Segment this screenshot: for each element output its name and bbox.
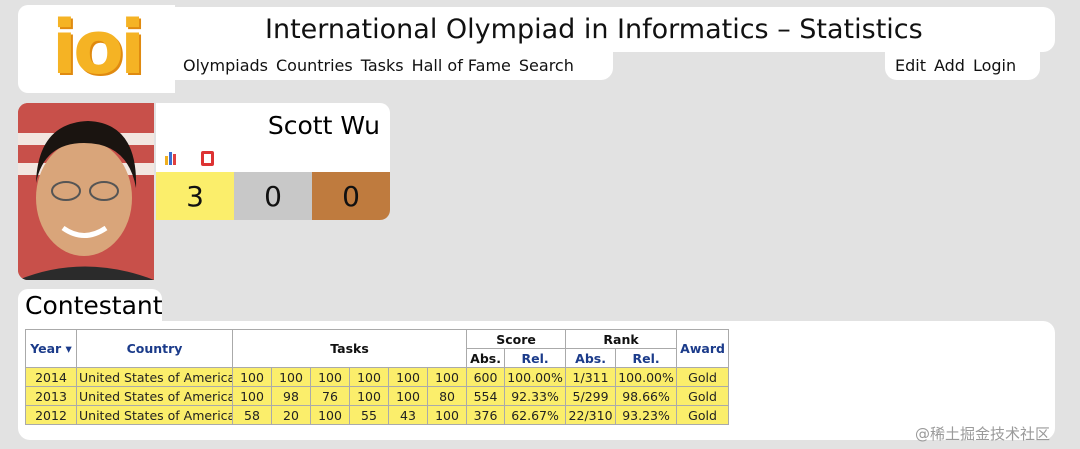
- nav-link[interactable]: Add: [933, 56, 965, 75]
- table-cell: 100: [349, 367, 389, 387]
- nav-link[interactable]: Countries: [276, 56, 353, 75]
- table-cell[interactable]: 2012: [25, 405, 77, 425]
- subheader-cell[interactable]: Abs.: [466, 348, 506, 368]
- profile-icons: [156, 146, 390, 172]
- table-cell: Gold: [676, 367, 730, 387]
- subheader-cell[interactable]: Rel.: [615, 348, 678, 368]
- table-cell: 100: [310, 367, 350, 387]
- nav-link[interactable]: Edit: [895, 56, 926, 75]
- table-cell: 55: [349, 405, 389, 425]
- table-cell: 80: [426, 386, 468, 406]
- nav-link[interactable]: Search: [518, 56, 574, 75]
- table-head: Year ▾ Country Tasks Score Rank Award Ab…: [25, 329, 730, 368]
- table-cell: 98: [271, 386, 311, 406]
- silver-count: 0: [234, 172, 312, 220]
- table-cell: 20: [271, 405, 311, 425]
- icon-set[interactable]: [156, 146, 216, 172]
- table-cell: 100: [349, 386, 389, 406]
- nav-bar: Olympiads Countries Tasks Hall of Fame Searc…: [175, 52, 613, 80]
- table-cell: 100.00%: [615, 367, 678, 387]
- watermark: @稀土掘金技术社区: [915, 425, 1051, 443]
- gold-count: 3: [156, 172, 234, 220]
- header-cell: Tasks: [231, 329, 468, 368]
- table-cell: 100: [232, 367, 272, 387]
- subheader-cell[interactable]: Abs.: [565, 348, 617, 368]
- site-title: International Olympiad in Informatics – …: [175, 7, 1055, 52]
- logo[interactable]: ioi: [18, 5, 175, 93]
- table-body: 2014 United States of America 100 100 100 100…: [25, 367, 730, 425]
- table-cell: 98.66%: [615, 386, 678, 406]
- table-cell: Gold: [676, 386, 730, 406]
- table-cell: 58: [232, 405, 272, 425]
- subheader-cell[interactable]: Rel.: [504, 348, 567, 368]
- table-cell: 100: [388, 367, 428, 387]
- table-cell: 76: [310, 386, 350, 406]
- table-cell: 100: [388, 386, 428, 406]
- user-nav: Edit Add Login: [885, 52, 1040, 80]
- header-cell[interactable]: Award: [676, 329, 730, 368]
- table-cell: 100: [310, 405, 350, 425]
- table-cell: 43: [388, 405, 428, 425]
- table-cell[interactable]: United States of America: [76, 367, 233, 387]
- nav-link[interactable]: Hall of Fame: [411, 56, 511, 75]
- table-cell: Gold: [676, 405, 730, 425]
- nav-link[interactable]: Tasks: [360, 56, 404, 75]
- table-cell: 600: [466, 367, 506, 387]
- contestant-name: Scott Wu: [156, 103, 390, 146]
- nav-link[interactable]: Login: [972, 56, 1017, 75]
- table-cell: 5/299: [565, 386, 617, 406]
- table-cell: 93.23%: [615, 405, 678, 425]
- results-table: Year ▾ Country Tasks Score Rank Award Ab…: [25, 329, 730, 425]
- header-cell[interactable]: Country: [76, 329, 233, 368]
- table-cell: 92.33%: [504, 386, 567, 406]
- table-cell: 100: [426, 367, 468, 387]
- contestant-photo: [18, 103, 154, 280]
- table-cell[interactable]: 2014: [25, 367, 77, 387]
- table-cell: 1/311: [565, 367, 617, 387]
- table-cell[interactable]: United States of America: [76, 405, 233, 425]
- table-cell: 554: [466, 386, 506, 406]
- photo-art: [18, 103, 154, 280]
- header-cell: Score: [466, 329, 567, 349]
- nav-link[interactable]: Olympiads: [183, 56, 268, 75]
- table-cell[interactable]: United States of America: [76, 386, 233, 406]
- header-cell[interactable]: Year ▾: [25, 329, 77, 368]
- table-cell[interactable]: 2013: [25, 386, 77, 406]
- table-row: 2013 United States of America 100 98 76 100 10…: [25, 386, 730, 406]
- table-cell: 100: [232, 386, 272, 406]
- section-tab: Contestant: [18, 289, 163, 323]
- table-row: 2014 United States of America 100 100 100 100…: [25, 367, 730, 387]
- table-row: 2012 United States of America 58 20 100 55 43 1…: [25, 405, 730, 425]
- table-cell: 100: [271, 367, 311, 387]
- header-cell: Rank: [565, 329, 678, 349]
- table-cell: 376: [466, 405, 506, 425]
- table-cell: 100: [426, 405, 468, 425]
- table-cell: 62.67%: [504, 405, 567, 425]
- table-cell: 22/310: [565, 405, 617, 425]
- table-cell: 100.00%: [504, 367, 567, 387]
- bronze-count: 0: [312, 172, 390, 220]
